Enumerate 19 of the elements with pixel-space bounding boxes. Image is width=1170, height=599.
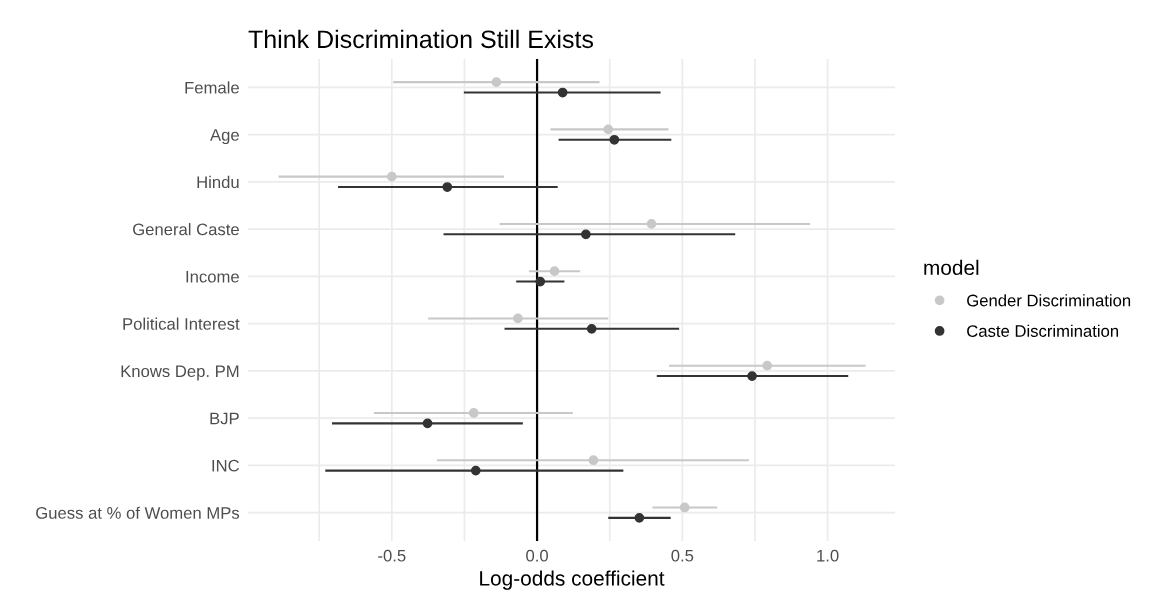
x-tick-label: -0.5 <box>378 549 406 562</box>
legend-label: Gender Discrimination <box>967 294 1131 307</box>
y-tick-label: INC <box>212 459 240 472</box>
y-tick-label: BJP <box>210 412 239 425</box>
y-tick-label: Income <box>186 270 239 283</box>
y-tick-label: Guess at % of Women MPs <box>36 506 240 519</box>
legend-label: Caste Discrimination <box>967 324 1119 337</box>
x-axis-title: Log-odds coefficient <box>480 570 665 590</box>
y-tick-label: Hindu <box>197 175 239 189</box>
y-tick-label: Female <box>185 81 239 94</box>
y-tick-label: General Caste <box>133 223 239 236</box>
x-tick-label: 1.0 <box>817 549 839 562</box>
x-tick-label: 0.5 <box>671 549 694 562</box>
x-tick-label: 0.0 <box>526 549 549 562</box>
chart-title: Think Discrimination Still Exists <box>248 29 594 49</box>
y-tick-label: Knows Dep. PM <box>121 365 239 381</box>
legend-title: model <box>924 259 979 276</box>
y-tick-label: Age <box>210 129 239 145</box>
y-tick-label: Political Interest <box>123 317 240 330</box>
